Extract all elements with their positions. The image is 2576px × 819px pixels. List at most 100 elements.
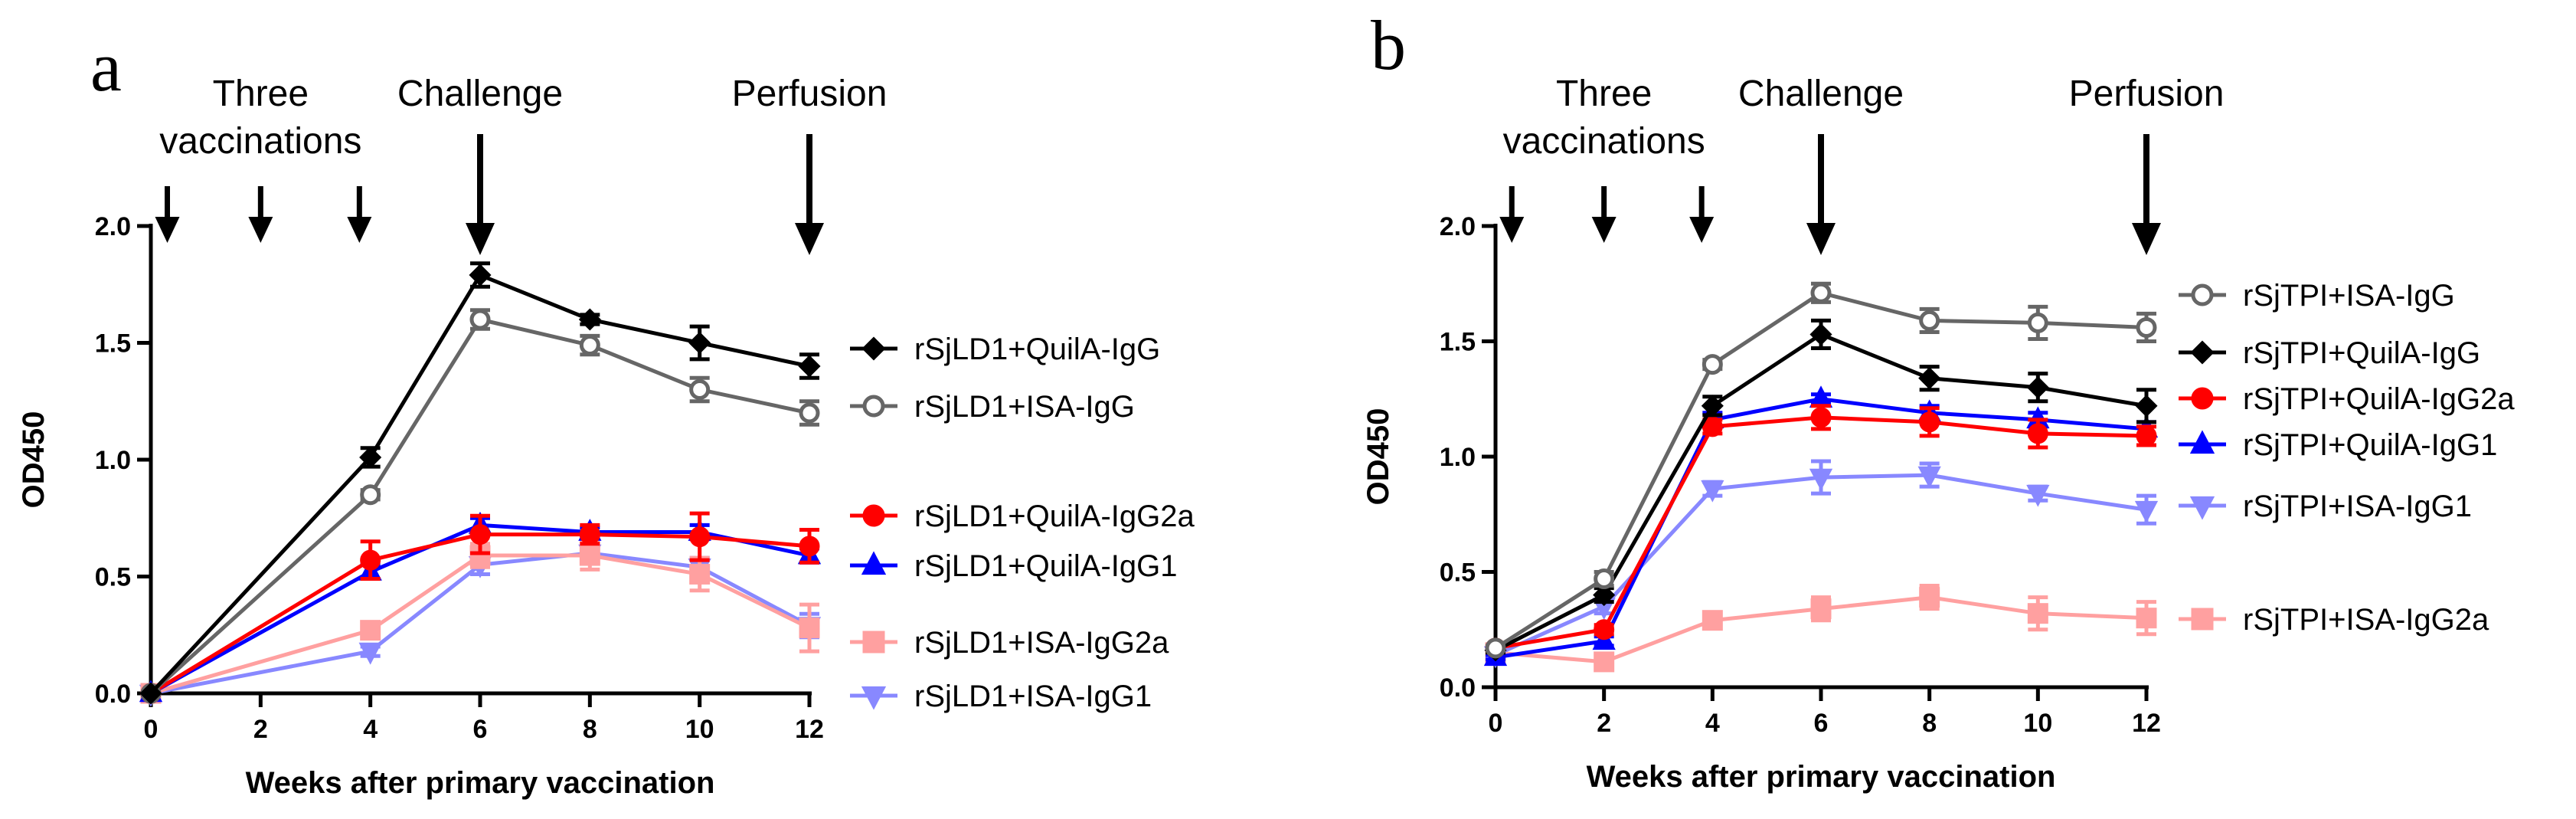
chart-panel-a: a 0.0 0.5 1.0 1.5 2.0 0 2 4 6 8 10 12 Weeks after pri… <box>17 28 1195 800</box>
data-point <box>1702 610 1723 631</box>
annotation-vaccinations: Three <box>213 74 309 114</box>
data-point <box>1919 310 1940 331</box>
panel-label: b <box>1371 6 1406 84</box>
x-tick-label: 8 <box>1922 709 1937 738</box>
y-tick-label: 0.0 <box>95 680 131 709</box>
data-point <box>2136 425 2157 447</box>
x-tick-label: 10 <box>685 715 714 744</box>
event-arrow-small <box>248 186 273 243</box>
x-tick-label: 12 <box>2132 709 2161 738</box>
arrow-head <box>155 217 180 243</box>
series-line <box>150 553 811 696</box>
data-point <box>139 682 162 705</box>
y-tick-label: 2.0 <box>1440 212 1476 241</box>
data-point <box>2135 395 2158 418</box>
series-rsjld1-quila-igg <box>139 261 821 705</box>
event-arrow-large <box>466 134 495 255</box>
data-point <box>359 446 382 469</box>
legend-swatch-marker <box>2191 608 2214 631</box>
legend-label: rSjTPI+QuilA-IgG <box>2243 336 2480 370</box>
x-tick-label: 10 <box>2023 709 2052 738</box>
series-line <box>149 272 810 695</box>
legend-item-rsjld1-quila-igg2a: rSjLD1+QuilA-IgG2a <box>850 500 1195 533</box>
event-arrow-large <box>795 134 824 255</box>
data-point <box>1810 282 1832 303</box>
data-point <box>1809 323 1832 346</box>
arrow-head <box>466 223 495 255</box>
legend-swatch-marker <box>2191 283 2214 306</box>
legend-item-rsjld1-isa-igg2a: rSjLD1+ISA-IgG2a <box>850 626 1169 660</box>
event-arrow-large <box>1806 134 1836 255</box>
event-arrow-small <box>1499 186 1525 243</box>
data-point <box>579 524 600 545</box>
y-tick-label: 0.5 <box>1440 559 1476 588</box>
legend-item-rsjtpi-isa-igg2a: rSjTPI+ISA-IgG2a <box>2179 603 2489 637</box>
x-tick-label: 6 <box>1814 709 1829 738</box>
arrow-head <box>1806 223 1836 255</box>
data-point <box>2027 312 2048 333</box>
legend-label: rSjTPI+QuilA-IgG2a <box>2243 382 2515 416</box>
data-point <box>578 308 601 331</box>
series-rsjld1-isa-igg1 <box>139 544 822 707</box>
series-line <box>1494 473 2147 657</box>
data-point <box>689 563 711 585</box>
data-point <box>798 355 821 378</box>
data-point <box>1919 411 1940 433</box>
data-point <box>689 526 711 548</box>
data-point <box>358 642 382 665</box>
data-point <box>1702 416 1723 437</box>
chart-panel-b: b 0.0 0.5 1.0 1.5 2.0 0 2 4 6 8 10 12 Weeks after pri… <box>1362 6 2515 794</box>
arrow-head <box>248 217 273 243</box>
legend-item-rsjld1-quila-igg: rSjLD1+QuilA-IgG <box>850 333 1160 366</box>
arrow-head <box>347 217 372 243</box>
legend-swatch-marker <box>862 631 885 654</box>
annotation-vaccinations: vaccinations <box>159 121 361 162</box>
legend-swatch-marker <box>2189 496 2215 520</box>
y-axis-title: OD450 <box>1362 408 1395 506</box>
event-arrow-small <box>1591 186 1617 243</box>
data-point <box>469 309 491 330</box>
legend-swatch-marker <box>861 551 887 575</box>
x-tick-label: 4 <box>1705 709 1720 738</box>
legend-item-rsjld1-isa-igg1: rSjLD1+ISA-IgG1 <box>850 680 1152 713</box>
data-point <box>1919 587 1940 608</box>
y-tick-label: 1.0 <box>1440 443 1476 472</box>
series-line <box>149 532 810 696</box>
legend-label: rSjTPI+QuilA-IgG1 <box>2243 428 2497 462</box>
data-point <box>360 549 381 571</box>
legend-label: rSjLD1+QuilA-IgG2a <box>914 500 1195 533</box>
data-point <box>1810 598 1832 620</box>
arrow-head <box>1591 217 1617 243</box>
legend-label: rSjLD1+QuilA-IgG1 <box>914 549 1177 583</box>
legend: rSjLD1+QuilA-IgG rSjLD1+ISA-IgG rSjLD1+Qui… <box>850 333 1195 713</box>
x-tick-label: 0 <box>144 715 159 744</box>
data-point <box>1701 480 1724 503</box>
legend-label: rSjLD1+ISA-IgG <box>914 390 1135 424</box>
data-point <box>2136 608 2157 629</box>
legend-item-rsjld1-isa-igg: rSjLD1+ISA-IgG <box>850 390 1135 424</box>
legend-label: rSjTPI+ISA-IgG <box>2243 279 2455 313</box>
series-line <box>149 523 810 696</box>
data-point <box>469 264 492 287</box>
legend-swatch-marker <box>862 395 885 418</box>
annotation-perfusion: Perfusion <box>2069 74 2225 114</box>
y-tick-label: 2.0 <box>95 212 131 241</box>
y-axis-title: OD450 <box>17 411 51 509</box>
x-tick-label: 2 <box>253 715 268 744</box>
data-point <box>1809 385 1833 408</box>
data-point <box>360 484 381 506</box>
event-arrow-small <box>155 186 180 243</box>
annotation-vaccinations: vaccinations <box>1503 121 1705 162</box>
x-tick-label: 8 <box>583 715 597 744</box>
event-arrow-large <box>2132 134 2161 255</box>
x-tick-label: 0 <box>1489 709 1503 738</box>
data-point <box>1594 651 1615 673</box>
legend-swatch-marker <box>2189 430 2215 454</box>
data-point <box>1918 367 1941 390</box>
data-point <box>1594 568 1615 590</box>
series-rsjtpi-isa-igg <box>1485 281 2157 659</box>
legend-item-rsjtpi-quila-igg2a: rSjTPI+QuilA-IgG2a <box>2179 382 2515 416</box>
arrow-head <box>795 223 824 255</box>
